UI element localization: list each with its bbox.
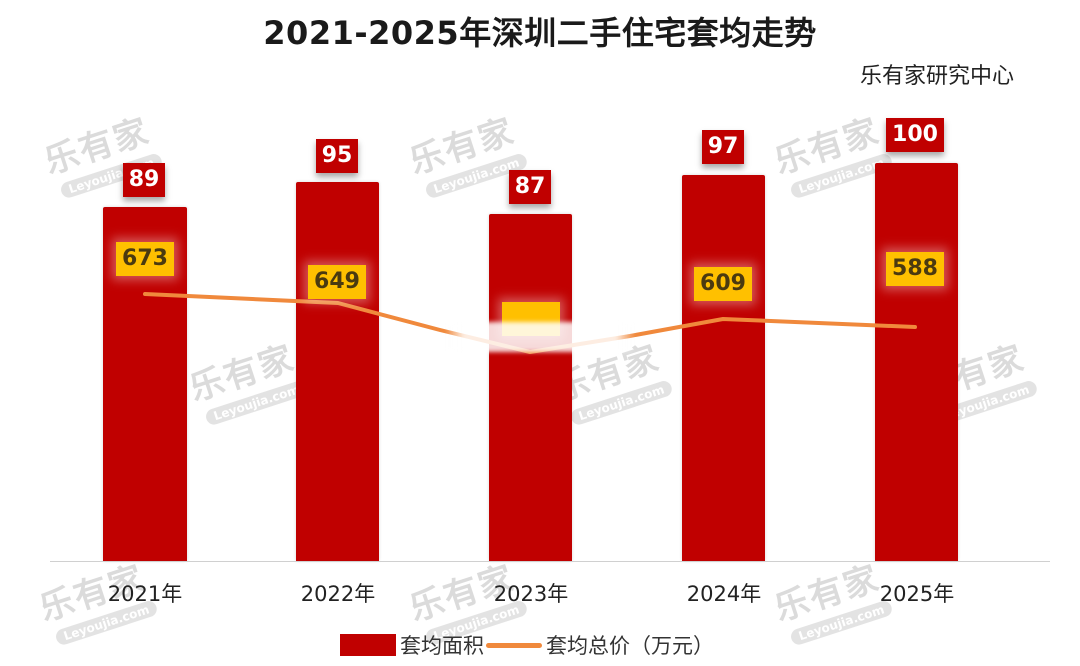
source-label: 乐有家研究中心 [859, 64, 1014, 89]
x-label-2023: 2023年 [493, 582, 569, 606]
area-label-2025: 100 [886, 118, 944, 152]
legend-line-swatch [486, 642, 542, 648]
price-label-2022: 649 [308, 265, 366, 299]
area-label-2024: 97 [702, 130, 744, 164]
x-label-2024: 2024年 [686, 582, 762, 606]
bar-2022 [296, 182, 379, 561]
chart-title: 2021-2025年深圳二手住宅套均走势 [263, 14, 817, 52]
x-label-2025: 2025年 [879, 582, 955, 606]
x-axis-line [50, 561, 1050, 562]
legend-bar-label: 套均面积 [400, 634, 484, 658]
x-label-2021: 2021年 [107, 582, 183, 606]
x-label-2022: 2022年 [300, 582, 376, 606]
bar-2023 [489, 214, 572, 561]
legend-bar-swatch [340, 634, 396, 656]
bar-2025 [875, 163, 958, 561]
legend-line-label: 套均总价（万元） [546, 634, 714, 658]
price-label-2024: 609 [694, 267, 752, 301]
legend: 套均面积 套均总价（万元） [340, 630, 714, 660]
area-label-2022: 95 [316, 139, 358, 173]
bar-2024 [682, 175, 765, 561]
obscured-region [445, 322, 635, 352]
price-label-2021: 673 [116, 242, 174, 276]
price-label-2025: 588 [886, 252, 944, 286]
area-label-2023: 87 [509, 170, 551, 204]
area-label-2021: 89 [123, 163, 165, 197]
